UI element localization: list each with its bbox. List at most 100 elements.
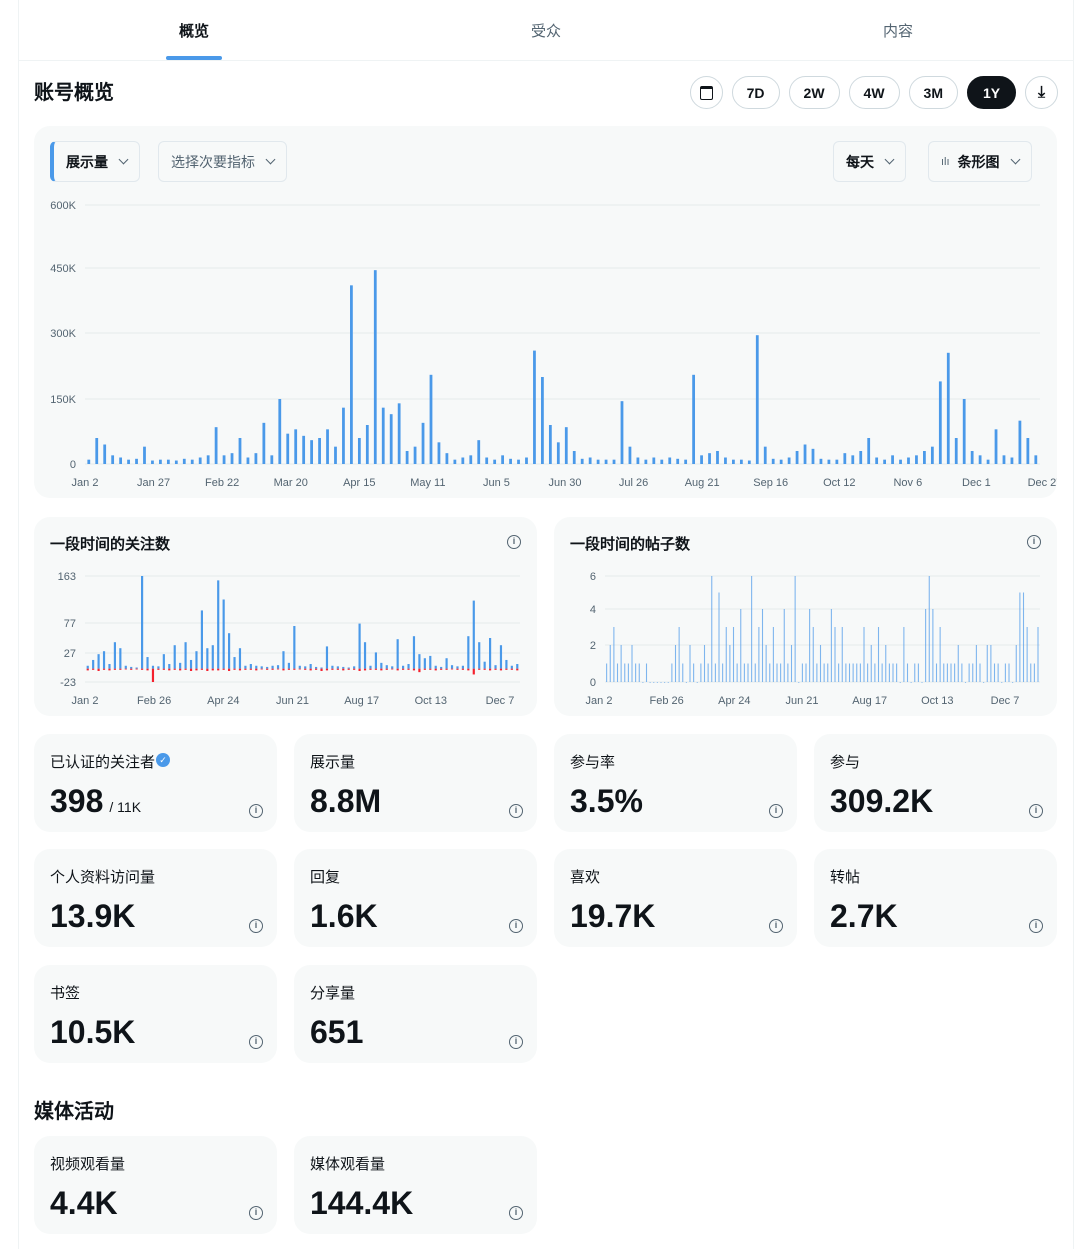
info-icon[interactable]: i [249, 1035, 263, 1049]
x-tick-label: Apr 24 [718, 695, 750, 707]
bar [260, 666, 263, 669]
stat-label: 个人资料访问量 [50, 869, 156, 886]
bar-lost [195, 668, 198, 671]
bar [716, 451, 719, 464]
bar [874, 663, 876, 682]
bar [682, 663, 684, 682]
x-tick-label: Apr 15 [343, 477, 375, 489]
bar [609, 645, 611, 682]
bar-lost [315, 668, 318, 670]
bar-lost [276, 668, 280, 670]
range-3m-button[interactable]: 3M [908, 76, 958, 109]
bar [859, 663, 861, 682]
bar-lost [211, 668, 214, 671]
info-icon[interactable]: i [507, 535, 521, 549]
bar [707, 663, 709, 682]
bar [445, 453, 449, 464]
tab-content[interactable]: 内容 [882, 23, 913, 40]
bar [517, 459, 520, 464]
x-tick-label: Jul 26 [619, 477, 648, 489]
bar [875, 457, 879, 464]
bar [564, 427, 568, 464]
stat-card: 回复 1.6K i [294, 849, 537, 947]
bar [915, 455, 918, 464]
bar [262, 422, 266, 464]
stat-label: 参与率 [570, 754, 616, 771]
info-icon[interactable]: i [1027, 535, 1041, 549]
bar [287, 662, 290, 669]
range-selector: 7D 2W 4W 3M 1Y ⤓ [689, 76, 1058, 109]
info-icon[interactable]: i [1029, 919, 1043, 933]
bar-lost [358, 668, 361, 671]
bar-lost [347, 668, 350, 670]
interval-dropdown[interactable]: 每天 [833, 141, 906, 182]
bar [189, 659, 193, 669]
range-4w-button[interactable]: 4W [848, 76, 900, 109]
bar [917, 663, 919, 682]
bar-lost [189, 668, 193, 671]
info-icon[interactable]: i [509, 919, 523, 933]
range-1y-button[interactable]: 1Y [967, 76, 1016, 109]
bar [724, 457, 727, 464]
bar [166, 459, 170, 464]
tab-overview[interactable]: 概览 [18, 0, 370, 61]
calendar-button[interactable] [689, 76, 723, 109]
y-tick-label: 450K [50, 263, 76, 275]
info-icon[interactable]: i [509, 1206, 523, 1220]
bar [461, 457, 465, 464]
bar-lost [429, 668, 432, 670]
bar [827, 663, 829, 682]
bar [696, 682, 698, 683]
bar [747, 460, 751, 464]
bar-lost [222, 668, 225, 670]
tab-audience[interactable]: 受众 [530, 23, 561, 40]
bar-lost [200, 668, 203, 670]
stat-label: 回复 [310, 869, 341, 886]
bar [906, 663, 909, 682]
range-2w-button[interactable]: 2W [788, 76, 840, 109]
x-tick-label: Oct 13 [415, 695, 447, 707]
download-button[interactable]: ⤓ [1025, 76, 1058, 109]
bar [863, 627, 865, 682]
bar [801, 663, 803, 682]
bar [961, 663, 963, 682]
info-icon[interactable]: i [249, 1206, 263, 1220]
bar [374, 652, 377, 669]
info-icon[interactable]: i [769, 804, 783, 818]
bar [304, 666, 307, 669]
bar-lost [505, 668, 508, 670]
bar [1033, 663, 1035, 682]
bar-lost [108, 668, 111, 671]
info-icon[interactable]: i [1029, 804, 1043, 818]
info-icon[interactable]: i [769, 919, 783, 933]
bar-lost [483, 668, 486, 670]
bar [1015, 645, 1017, 682]
info-icon[interactable]: i [509, 1035, 523, 1049]
range-7d-button[interactable]: 7D [731, 76, 780, 109]
chart-type-dropdown[interactable]: ılı 条形图 [928, 141, 1032, 182]
bar [418, 654, 421, 669]
bar-lost [510, 668, 513, 670]
bar [809, 609, 811, 682]
bar [962, 399, 966, 464]
bar [228, 633, 231, 669]
bar [644, 459, 648, 464]
stat-number: 13.9K [50, 898, 136, 934]
bar [222, 599, 225, 669]
info-icon[interactable]: i [509, 804, 523, 818]
secondary-metric-dropdown[interactable]: 选择次要指标 [158, 141, 287, 182]
bar [631, 645, 633, 682]
bar [325, 646, 329, 669]
bar [146, 657, 149, 669]
bar [294, 429, 298, 464]
bar [790, 645, 793, 682]
y-tick-label: 150K [50, 394, 76, 406]
info-icon[interactable]: i [249, 919, 263, 933]
bar [946, 352, 950, 464]
bar [957, 645, 959, 682]
bar [358, 623, 361, 669]
bar [350, 285, 353, 464]
bar [413, 446, 417, 464]
info-icon[interactable]: i [249, 804, 263, 818]
primary-metric-dropdown[interactable]: 展示量 [50, 141, 140, 182]
